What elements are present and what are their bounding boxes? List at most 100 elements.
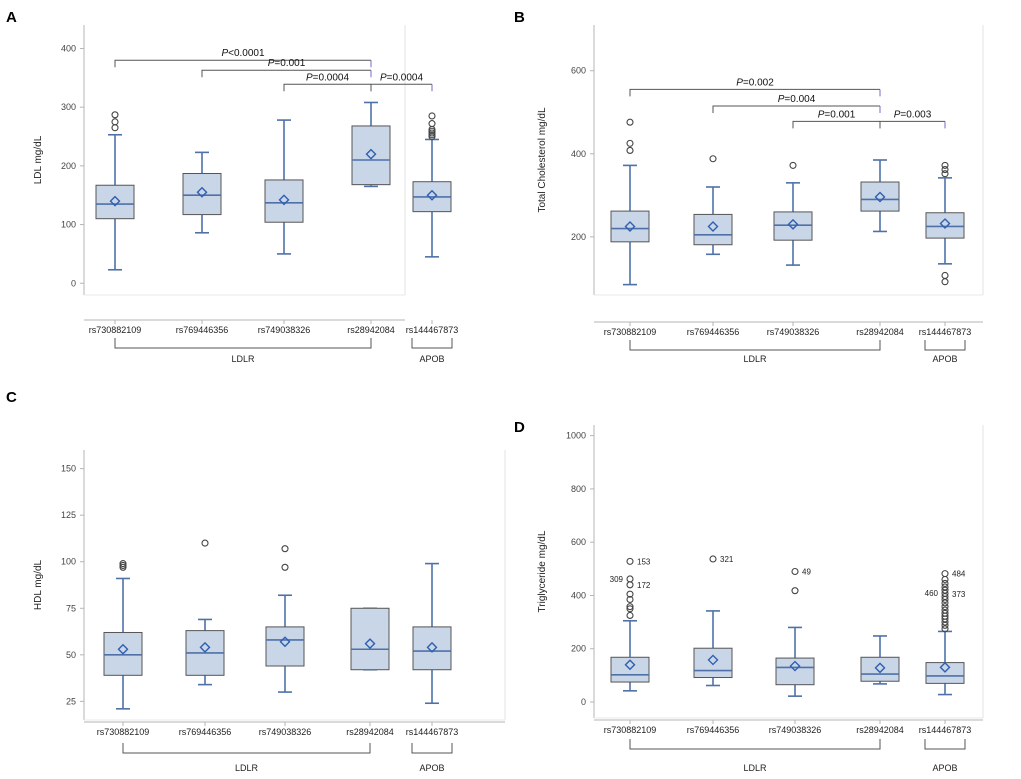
box-5 <box>925 161 965 286</box>
mean-marker <box>364 638 376 650</box>
outlier-point <box>626 605 634 613</box>
y-tick-label: 400 <box>571 149 586 159</box>
box-1 <box>103 560 143 710</box>
outlier-point <box>626 590 634 598</box>
y-tick-label: 150 <box>61 464 76 474</box>
pvalue-bracket-line <box>792 120 880 129</box>
mean-marker <box>365 148 377 160</box>
y-axis-label: LDL mg/dL <box>33 135 44 184</box>
outlier-point <box>626 118 634 126</box>
pvalue-label: P=0.0004 <box>306 72 350 83</box>
outlier-point <box>626 603 634 611</box>
box-body <box>693 213 733 246</box>
outlier-point <box>941 170 949 178</box>
pvalue-label: P=0.001 <box>268 58 306 69</box>
x-tick-label: rs144467873 <box>919 725 972 735</box>
x-tick-label: rs28942084 <box>856 725 904 735</box>
box-5 <box>925 570 965 696</box>
box-body <box>95 184 135 220</box>
outlier-point <box>111 118 119 126</box>
box-body <box>351 125 391 186</box>
pvalue-bracket-2: P=0.004 <box>712 94 881 113</box>
mean-marker <box>789 660 801 672</box>
box-5 <box>412 112 452 258</box>
outlier-point <box>941 570 949 578</box>
pvalue-bracket-1: P<0.0001 <box>114 48 372 68</box>
y-axis-label: Total Cholesterol mg/dL <box>537 107 548 212</box>
y-tick-label: 400 <box>571 590 586 600</box>
mean-marker <box>874 191 886 203</box>
box-body <box>693 647 733 679</box>
outlier-point <box>428 112 436 120</box>
box-1 <box>610 118 650 286</box>
box-body <box>610 210 650 243</box>
mean-marker <box>426 641 438 653</box>
x-tick-label: rs730882109 <box>604 327 657 337</box>
mean-marker <box>707 654 719 666</box>
outlier-point <box>626 595 634 604</box>
y-tick-label: 200 <box>61 161 76 171</box>
box-body <box>773 211 813 241</box>
y-tick-label: 200 <box>571 232 586 242</box>
mean-marker <box>117 643 129 655</box>
pvalue-label: P=0.0004 <box>380 72 424 83</box>
gene-group-bracket <box>924 340 966 351</box>
outlier-annotation: 172 <box>637 581 651 590</box>
y-tick-label: 100 <box>61 220 76 230</box>
outlier-point <box>626 146 634 154</box>
mean-marker <box>939 661 951 673</box>
outlier-annotation: 49 <box>802 568 811 577</box>
outlier-point <box>791 567 799 576</box>
box-1 <box>610 557 650 692</box>
outlier-point <box>941 586 949 594</box>
pvalue-bracket-line <box>283 83 371 92</box>
outlier-point <box>941 606 949 614</box>
gene-group-label: LDLR <box>743 763 767 773</box>
box-4 <box>350 607 390 671</box>
outlier-annotation: 153 <box>637 557 651 566</box>
outlier-point <box>428 120 436 128</box>
mean-marker <box>624 220 636 232</box>
pvalue-bracket-line <box>114 59 371 68</box>
y-tick-label: 50 <box>66 650 76 660</box>
mean-marker <box>109 195 121 207</box>
box-3 <box>265 545 305 693</box>
mean-marker <box>787 218 799 230</box>
box-2 <box>182 151 222 234</box>
y-tick-label: 0 <box>71 278 76 288</box>
mean-marker <box>279 636 291 648</box>
outlier-point <box>941 625 949 633</box>
box-4 <box>860 635 900 685</box>
outlier-point <box>789 161 797 169</box>
y-tick-label: 600 <box>571 66 586 76</box>
outlier-point <box>941 583 949 591</box>
outlier-point <box>941 579 949 588</box>
pvalue-bracket-4: P=0.0004 <box>370 72 433 92</box>
y-tick-label: 400 <box>61 43 76 53</box>
x-tick-label: rs749038326 <box>769 725 822 735</box>
x-tick-label: rs749038326 <box>258 325 311 335</box>
outlier-annotation: 484 <box>952 570 966 579</box>
y-tick-label: 0 <box>581 697 586 707</box>
outlier-annotation: 460 <box>925 589 939 598</box>
pvalue-bracket-line <box>201 69 371 78</box>
x-tick-label: rs730882109 <box>97 727 150 737</box>
mean-marker <box>196 186 208 198</box>
pvalue-label: P=0.002 <box>736 77 774 88</box>
gene-group-label: APOB <box>932 763 957 773</box>
gene-group-bracket <box>411 743 453 754</box>
box-body <box>412 626 452 671</box>
y-tick-label: 1000 <box>566 431 586 441</box>
gene-group-label: LDLR <box>235 763 259 773</box>
pvalue-bracket-line <box>879 120 945 129</box>
mean-marker <box>199 641 211 653</box>
mean-marker <box>624 659 636 671</box>
gene-group-label: APOB <box>419 354 444 364</box>
outlier-annotation: 309 <box>610 575 624 584</box>
x-tick-label: rs769446356 <box>176 325 229 335</box>
outlier-point <box>941 603 949 611</box>
box-5 <box>412 562 452 705</box>
gene-group-label: LDLR <box>231 354 255 364</box>
outlier-point <box>626 557 634 565</box>
